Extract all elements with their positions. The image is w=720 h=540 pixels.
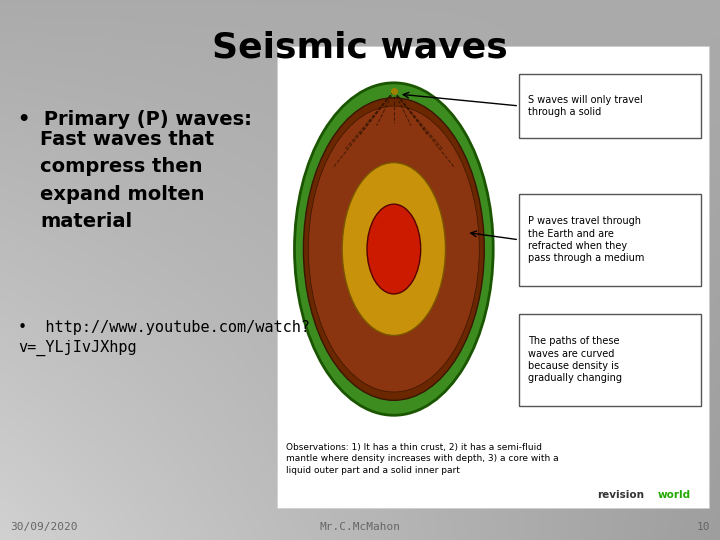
Ellipse shape [308,106,480,392]
Ellipse shape [367,204,420,294]
Ellipse shape [342,163,446,335]
Ellipse shape [303,98,485,400]
Bar [519,194,701,286]
Text: •  Primary (P) waves:: • Primary (P) waves: [18,110,252,129]
Text: S waves will only travel
through a solid: S waves will only travel through a solid [528,94,643,117]
Text: Mr.C.McMahon: Mr.C.McMahon [320,522,400,532]
Text: world: world [657,490,690,500]
Bar [519,314,701,406]
Text: Fast waves that
compress then
expand molten
material: Fast waves that compress then expand mol… [40,130,214,231]
Ellipse shape [294,83,493,415]
Text: •  http://www.youtube.com/watch?
v=_YLjIvJXhpg: • http://www.youtube.com/watch? v=_YLjIv… [18,320,310,356]
Text: 10: 10 [696,522,710,532]
Text: Observations: 1) It has a thin crust, 2) it has a semi-fluid
mantle where densit: Observations: 1) It has a thin crust, 2)… [286,443,559,475]
Text: Seismic waves: Seismic waves [212,30,508,64]
Text: 30/09/2020: 30/09/2020 [10,522,78,532]
Bar [277,46,709,508]
Text: P waves travel through
the Earth and are
refracted when they
pass through a medi: P waves travel through the Earth and are… [528,216,644,264]
Text: revision: revision [597,490,644,500]
Text: The paths of these
waves are curved
because density is
gradually changing: The paths of these waves are curved beca… [528,336,622,383]
Bar [519,73,701,138]
